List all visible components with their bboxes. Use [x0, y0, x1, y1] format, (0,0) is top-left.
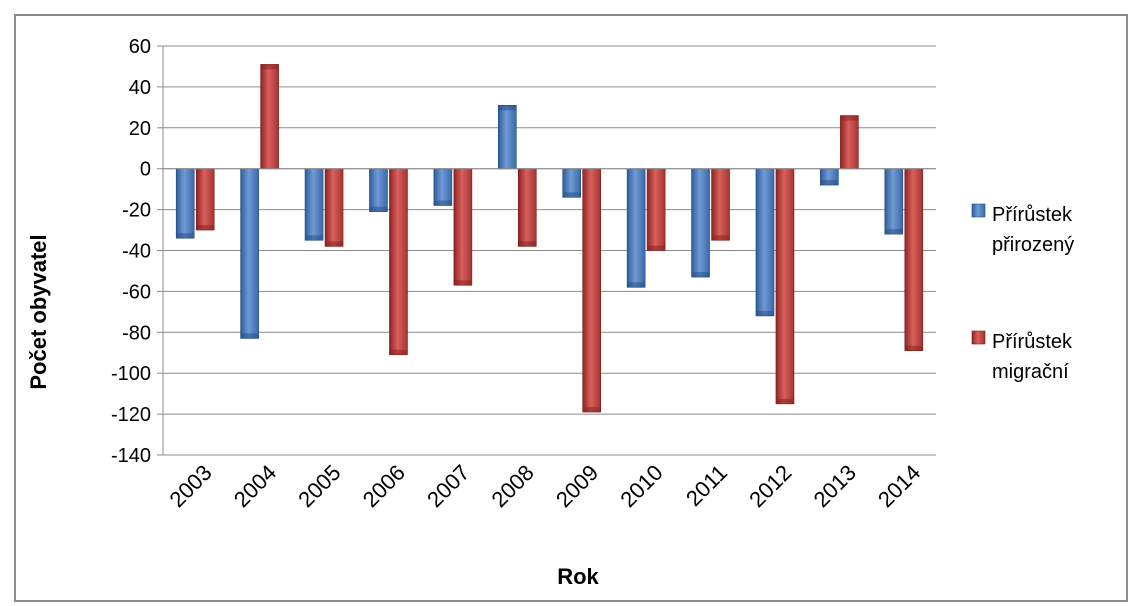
- y-tick-label: -20: [122, 200, 151, 222]
- x-tick-label: 2013: [809, 460, 861, 512]
- x-tick-label: 2009: [551, 460, 603, 512]
- y-axis-title: Počet obyvatel: [26, 234, 51, 389]
- bar-prirozeny: [175, 168, 195, 239]
- bar-cap: [820, 180, 839, 186]
- bar-cap: [627, 282, 646, 288]
- x-tick-label: 2008: [487, 460, 539, 512]
- y-tick-label: -100: [111, 363, 151, 385]
- bar-migracni: [840, 115, 859, 169]
- bar-migracni: [646, 168, 666, 251]
- bar-cap: [755, 310, 774, 316]
- y-tick-label: -80: [122, 322, 151, 344]
- bar-cap: [775, 398, 794, 404]
- bar-cap: [562, 192, 581, 198]
- bar-migracni: [775, 168, 795, 405]
- bar-migracni: [260, 64, 279, 169]
- bar-cap: [691, 272, 710, 278]
- y-tick-label: -60: [122, 281, 151, 303]
- bar-migracni: [904, 168, 924, 352]
- bar-prirozeny: [691, 168, 710, 278]
- y-axis-ticks: 60 40 20 0 -20 -40 -60 -80 -100 -120 -140: [111, 36, 163, 467]
- legend-label: Přírůstek: [992, 331, 1073, 353]
- bar-cap: [240, 333, 259, 339]
- gridlines: [163, 45, 936, 456]
- bar-prirozeny: [497, 105, 517, 170]
- legend-label: Přírůstek: [992, 204, 1073, 226]
- bar-prirozeny: [433, 168, 453, 206]
- y-tick-label: 20: [129, 118, 151, 140]
- x-axis-ticks: 2003 2004 2005 2006 2007 2008 2009 2010 2011 2012…: [164, 460, 925, 512]
- bar-cap: [453, 280, 472, 286]
- y-tick-label: -40: [122, 241, 151, 263]
- bar-cap: [260, 64, 279, 70]
- bar-migracni: [517, 168, 537, 247]
- x-tick-label: 2007: [422, 460, 474, 512]
- y-tick-label: 60: [129, 36, 151, 58]
- x-tick-label: 2004: [229, 460, 281, 512]
- bar-migracni: [582, 168, 602, 413]
- y-tick-label: -140: [111, 445, 151, 467]
- x-tick-label: 2010: [615, 460, 667, 512]
- x-tick-label: 2005: [293, 460, 345, 512]
- bar-prirozeny: [884, 168, 904, 235]
- bar-cap: [518, 241, 537, 247]
- x-axis-title: Rok: [557, 564, 599, 589]
- bar-cap: [305, 235, 324, 241]
- bar-cap: [389, 349, 408, 355]
- bar-prirozeny: [240, 168, 259, 339]
- bar-cap: [196, 225, 215, 231]
- bar-cap: [325, 241, 344, 247]
- bar-cap: [498, 105, 517, 111]
- bars: [175, 64, 924, 413]
- x-tick-label: 2014: [873, 460, 925, 512]
- bar-prirozeny: [304, 168, 324, 241]
- bar-cap: [840, 115, 859, 121]
- bar-migracni: [453, 168, 473, 286]
- bar-cap: [647, 245, 666, 251]
- chart-frame: [14, 14, 1128, 602]
- bar-cap: [433, 200, 452, 206]
- legend-swatch: [971, 203, 986, 218]
- bar-cap: [369, 206, 388, 212]
- legend-label: přirozený: [992, 234, 1074, 256]
- bar-cap: [904, 345, 923, 351]
- legend-label: migrační: [992, 361, 1069, 383]
- bar-prirozeny: [755, 168, 775, 317]
- x-tick-label: 2006: [358, 460, 410, 512]
- legend-swatch: [971, 330, 986, 345]
- bar-migracni: [195, 168, 215, 231]
- legend: Přírůstek přirozený Přírůstek migrační: [971, 203, 1074, 383]
- bar-cap: [582, 407, 601, 413]
- bar-prirozeny: [369, 168, 388, 212]
- bar-prirozeny: [626, 168, 646, 288]
- x-tick-label: 2003: [164, 460, 216, 512]
- bar-migracni: [324, 168, 344, 247]
- bar-cap: [884, 229, 903, 235]
- axes: [162, 46, 936, 455]
- x-tick-label: 2012: [744, 460, 796, 512]
- bar-migracni: [711, 168, 730, 241]
- y-tick-label: 0: [140, 159, 151, 181]
- bar-migracni: [389, 168, 408, 356]
- y-tick-label: 40: [129, 77, 151, 99]
- bar-cap: [176, 233, 195, 239]
- y-tick-label: -120: [111, 404, 151, 426]
- x-tick-label: 2011: [681, 460, 732, 511]
- bar-cap: [711, 235, 730, 241]
